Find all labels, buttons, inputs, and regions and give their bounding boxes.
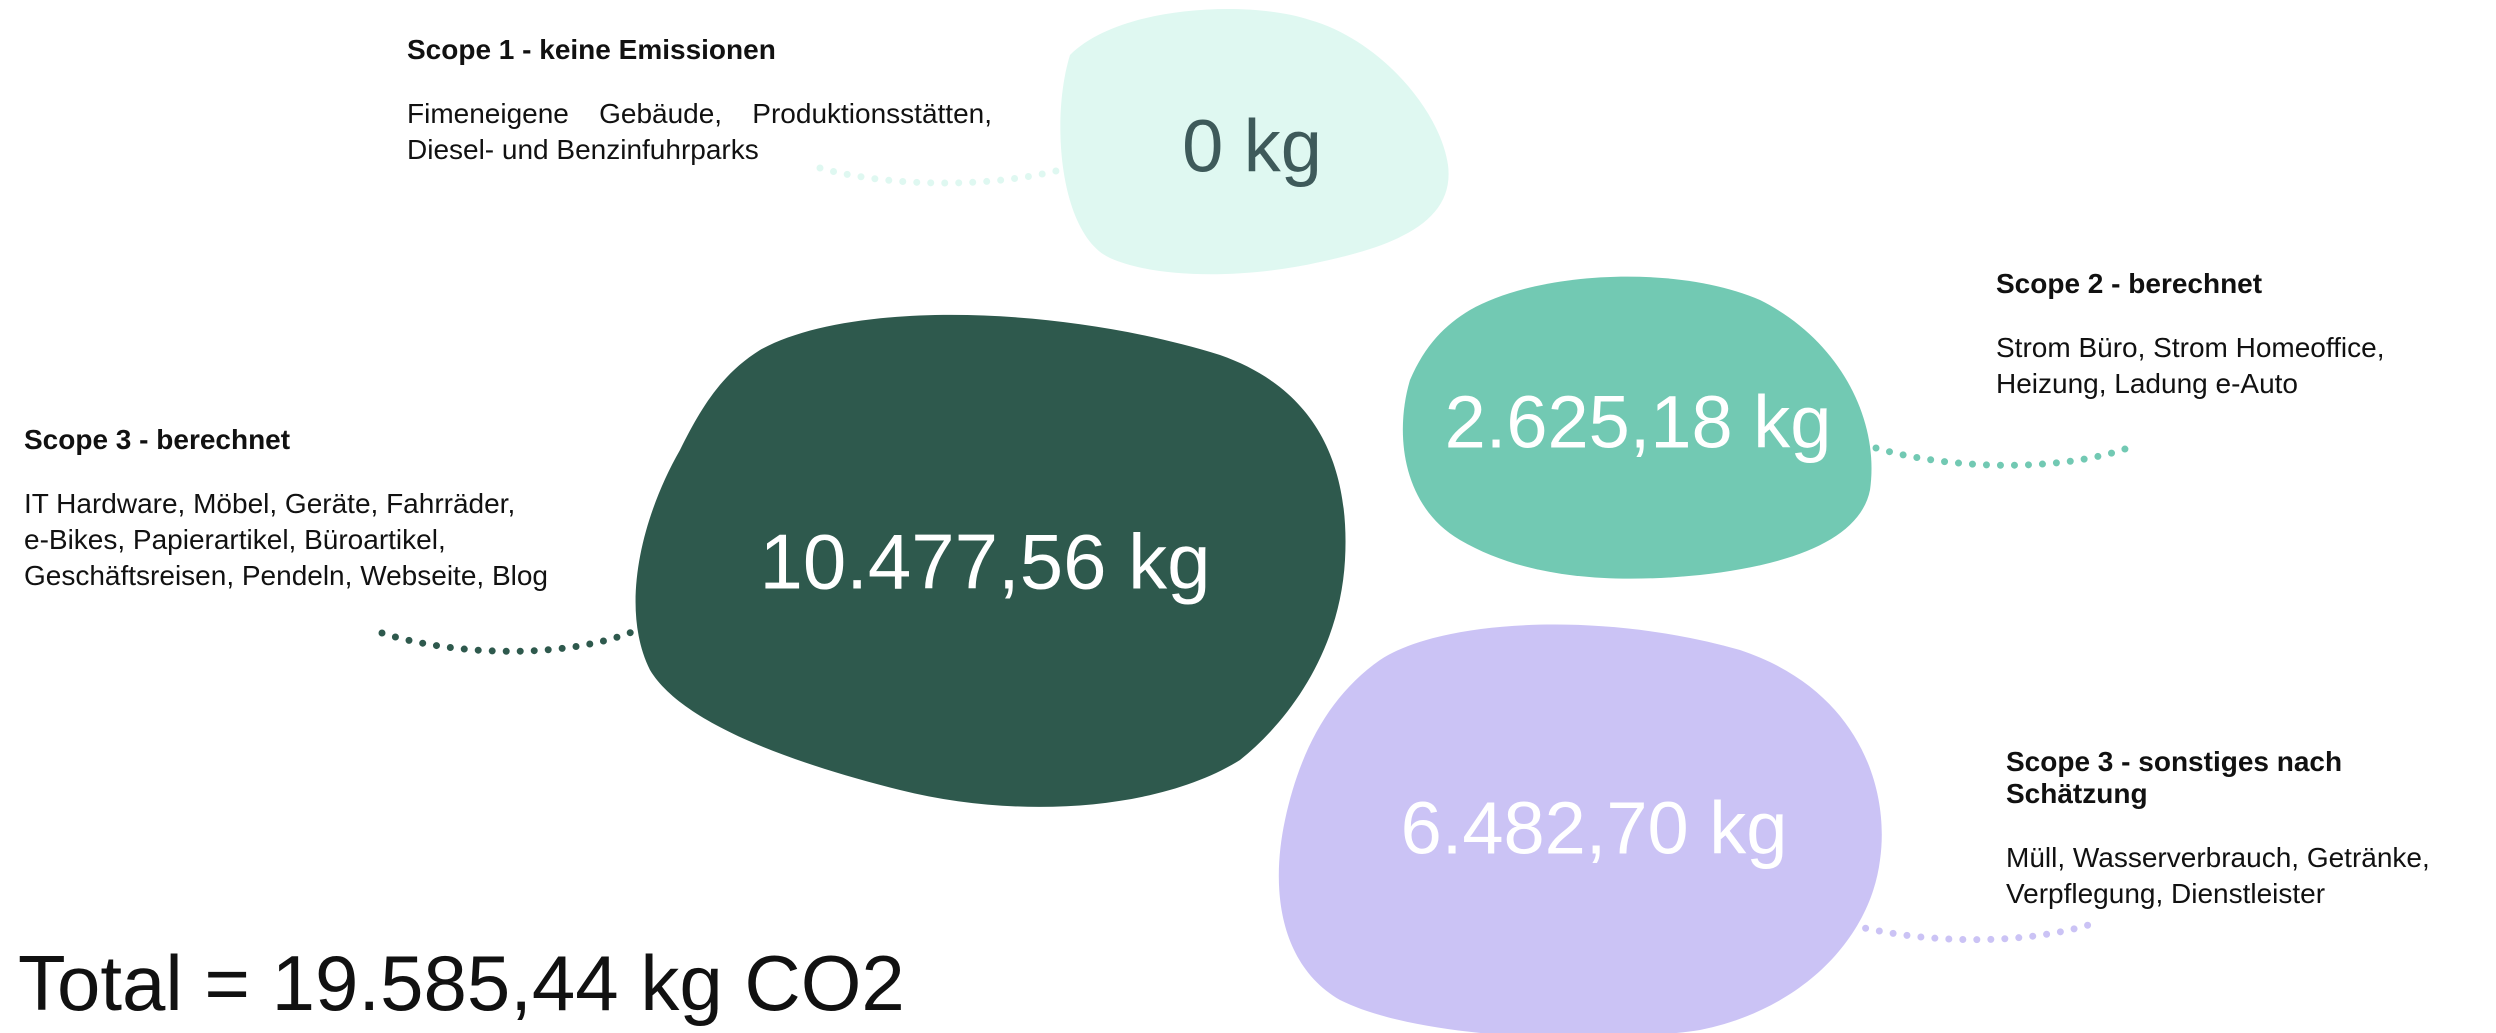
- scope1-desc-line: Diesel- und Benzinfuhrparks: [407, 134, 759, 165]
- total-emissions: Total = 19.585,44 kg CO2: [18, 939, 905, 1027]
- scope3-other-desc-line: Müll, Wasserverbrauch, Getränke,: [2006, 842, 2430, 873]
- scope2-blob: [1402, 276, 1872, 579]
- scope2-desc-line: Heizung, Ladung e-Auto: [1996, 368, 2298, 399]
- scope3-title: Scope 3 - berechnet: [24, 424, 291, 455]
- scope1-blob: [1060, 9, 1449, 275]
- scope3-other-title: Scope 3 - sonstiges nach Schätzung: [2006, 746, 2343, 809]
- scope3-other-description: Müll, Wasserverbrauch, Getränke, Verpfle…: [2006, 840, 2491, 912]
- scope3-desc-line: Geschäftsreisen, Pendeln, Webseite, Blog: [24, 560, 549, 591]
- scope3-label: Scope 3 - berechnet IT Hardware, Möbel, …: [24, 424, 604, 594]
- scope3-other-label: Scope 3 - sonstiges nach Schätzung Müll,…: [2006, 746, 2491, 912]
- scope2-description: Strom Büro, Strom Homeoffice, Heizung, L…: [1996, 330, 2476, 402]
- scope1-title: Scope 1 - keine Emissionen: [407, 34, 776, 65]
- scope1-description: Fimeneigene Gebäude, Produktionsstätten,…: [407, 96, 992, 168]
- scope1-label: Scope 1 - keine Emissionen Fimeneigene G…: [407, 34, 992, 168]
- scope3-blob: [635, 314, 1346, 807]
- scope3-other-desc-line: Verpflegung, Dienstleister: [2006, 878, 2326, 909]
- scope2-label: Scope 2 - berechnet Strom Büro, Strom Ho…: [1996, 268, 2476, 402]
- scope2-value: 2.625,18 kg: [1444, 380, 1832, 464]
- scope2-connector: [1872, 444, 2132, 469]
- scope2-desc-line: Strom Büro, Strom Homeoffice,: [1996, 332, 2385, 363]
- scope1-connector: [816, 164, 1064, 187]
- scope3-description: IT Hardware, Möbel, Geräte, Fahrräder, e…: [24, 486, 604, 594]
- scope3-other-connector: [1848, 918, 2102, 944]
- scope1-value: 0 kg: [1182, 104, 1322, 188]
- scope3-connector: [378, 628, 636, 655]
- scope3-other-value: 6.482,70 kg: [1400, 786, 1788, 870]
- scope3-desc-line: e-Bikes, Papierartikel, Büroartikel,: [24, 524, 446, 555]
- scope1-desc-line: Fimeneigene Gebäude, Produktionsstätten,: [407, 98, 992, 129]
- scope3-desc-line: IT Hardware, Möbel, Geräte, Fahrräder,: [24, 488, 516, 519]
- scope2-title: Scope 2 - berechnet: [1996, 268, 2263, 299]
- scope3-value: 10.477,56 kg: [759, 517, 1211, 606]
- scope3-other-blob: [1278, 624, 1882, 1033]
